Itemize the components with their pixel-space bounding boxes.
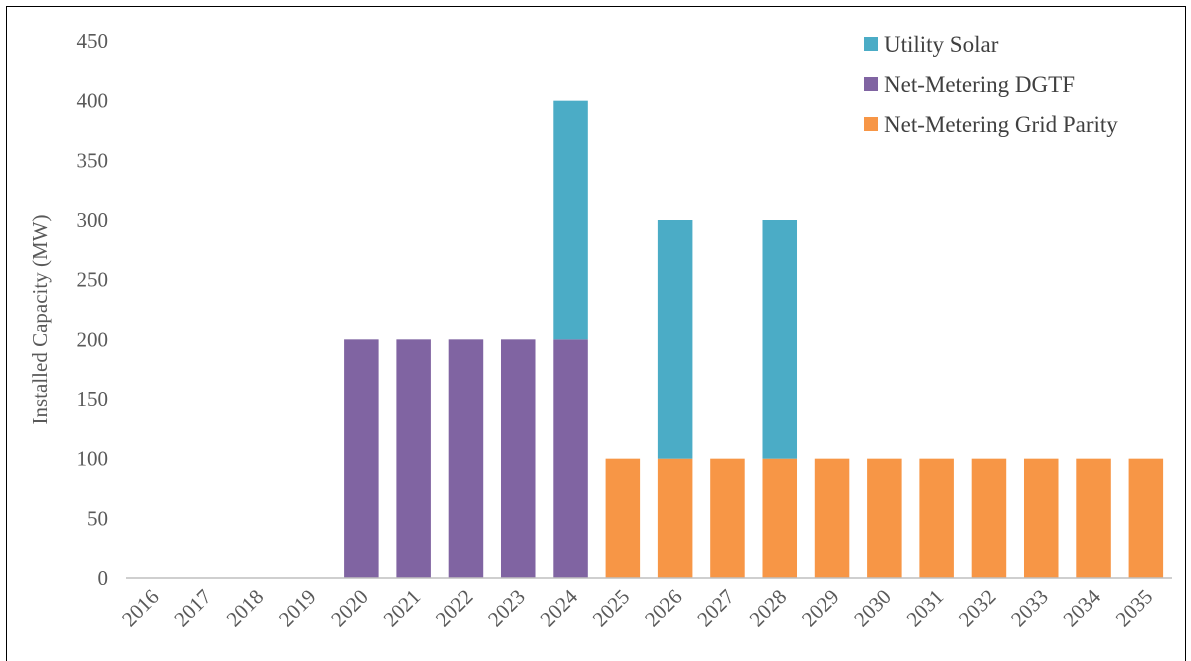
bar-utility-solar-2024 — [553, 100, 588, 340]
bar-net-metering-grid-parity-2029 — [814, 458, 850, 578]
x-tick-label: 2033 — [1006, 585, 1053, 632]
x-tick-label: 2017 — [169, 585, 216, 632]
legend-label: Net-Metering Grid Parity — [884, 112, 1118, 137]
x-tick-label: 2029 — [797, 585, 844, 632]
bar-net-metering-grid-parity-2027 — [710, 458, 745, 578]
bar-net-metering-dgtf-2023 — [500, 339, 536, 578]
y-tick-label: 350 — [77, 148, 109, 172]
y-tick-label: 100 — [77, 447, 109, 471]
legend: Utility Solar Net-Metering DGTF Net-Meteri… — [864, 32, 1118, 137]
x-tick-label: 2020 — [326, 585, 373, 632]
x-tick-label: 2021 — [379, 585, 426, 632]
x-tick-label: 2023 — [483, 585, 530, 632]
x-tick-label: 2018 — [222, 585, 269, 632]
bar-utility-solar-2026 — [657, 220, 693, 459]
bar-utility-solar-2028 — [762, 220, 798, 459]
x-tick-label: 2031 — [902, 585, 949, 632]
bar-net-metering-dgtf-2021 — [396, 339, 431, 578]
x-tick-label: 2024 — [535, 584, 582, 631]
bar-net-metering-grid-parity-2035 — [1128, 458, 1164, 578]
legend-swatch — [864, 37, 878, 51]
x-tick-label: 2026 — [640, 585, 687, 632]
bar-net-metering-grid-parity-2034 — [1076, 458, 1111, 578]
x-tick-label: 2027 — [692, 585, 739, 632]
x-tick-label: 2016 — [117, 585, 164, 632]
bar-net-metering-dgtf-2024 — [553, 339, 588, 578]
legend-swatch — [864, 77, 878, 91]
x-tick-label: 2025 — [588, 585, 635, 632]
y-axis-ticks: 0 50 100 150 200 250 300 350 400 450 — [77, 29, 109, 590]
legend-label: Net-Metering DGTF — [884, 72, 1075, 97]
y-tick-label: 250 — [77, 268, 109, 292]
x-tick-label: 2035 — [1111, 585, 1158, 632]
y-tick-label: 150 — [77, 387, 109, 411]
x-tick-label: 2019 — [274, 585, 321, 632]
y-tick-label: 300 — [77, 208, 109, 232]
bar-net-metering-grid-parity-2026 — [657, 458, 693, 578]
y-axis-title: Installed Capacity (MW) — [28, 215, 52, 425]
y-tick-label: 400 — [77, 89, 109, 113]
bar-net-metering-grid-parity-2030 — [867, 458, 902, 578]
legend-swatch — [864, 117, 878, 131]
bar-net-metering-dgtf-2022 — [448, 339, 484, 578]
x-axis-ticks: 2016 2017 2018 2019 2020 2021 2022 2023 2024 2025… — [117, 584, 1157, 631]
y-tick-label: 50 — [87, 506, 108, 530]
legend-label: Utility Solar — [884, 32, 999, 57]
bar-net-metering-grid-parity-2032 — [971, 458, 1007, 578]
bar-net-metering-grid-parity-2028 — [762, 458, 798, 578]
x-tick-label: 2022 — [431, 585, 478, 632]
x-tick-label: 2028 — [745, 585, 792, 632]
y-tick-label: 200 — [77, 327, 109, 351]
x-tick-label: 2032 — [954, 585, 1001, 632]
x-tick-label: 2030 — [849, 585, 896, 632]
bars — [344, 100, 1164, 578]
y-tick-label: 450 — [77, 29, 109, 53]
bar-net-metering-dgtf-2020 — [344, 339, 379, 578]
bar-net-metering-grid-parity-2025 — [605, 458, 641, 578]
x-tick-label: 2034 — [1058, 584, 1105, 631]
bar-net-metering-grid-parity-2031 — [919, 458, 954, 578]
bar-net-metering-grid-parity-2033 — [1023, 458, 1059, 578]
y-tick-label: 0 — [98, 566, 109, 590]
